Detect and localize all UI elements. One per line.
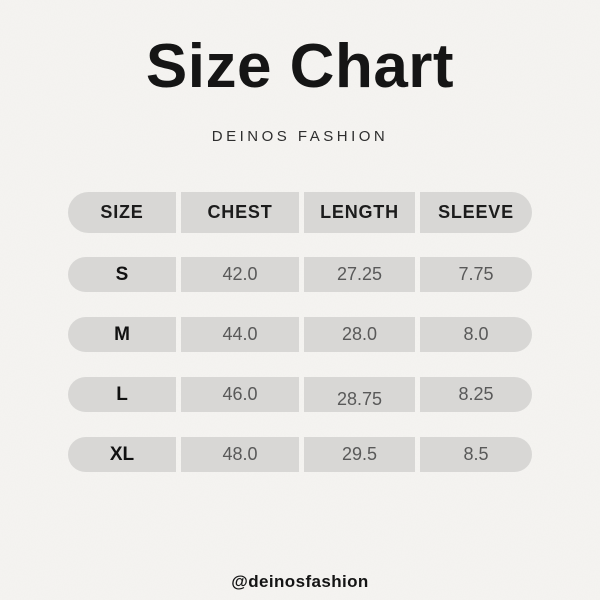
column-header-sleeve: SLEEVE [420, 192, 532, 233]
sleeve-cell: 8.25 [420, 377, 532, 412]
table-row-m: M 44.0 28.0 8.0 [68, 317, 532, 352]
table-row-xl: XL 48.0 29.5 8.5 [68, 437, 532, 472]
length-cell: 28.0 [304, 317, 415, 352]
size-cell: M [68, 317, 176, 352]
sleeve-cell: 7.75 [420, 257, 532, 292]
size-table: SIZE CHEST LENGTH SLEEVE S 42.0 27.25 7.… [68, 192, 532, 472]
chest-cell: 46.0 [181, 377, 299, 412]
column-header-size: SIZE [68, 192, 176, 233]
size-cell: L [68, 377, 176, 412]
length-cell: 28.75 [304, 377, 415, 412]
page-title: Size Chart [145, 32, 455, 101]
column-header-length: LENGTH [304, 192, 415, 233]
chest-cell: 44.0 [181, 317, 299, 352]
column-header-chest: CHEST [181, 192, 299, 233]
sleeve-cell: 8.0 [420, 317, 532, 352]
sleeve-cell: 8.5 [420, 437, 532, 472]
length-cell: 27.25 [304, 257, 415, 292]
length-cell: 29.5 [304, 437, 415, 472]
table-row-l: L 46.0 28.75 8.25 [68, 377, 532, 412]
table-header-row: SIZE CHEST LENGTH SLEEVE [68, 192, 532, 233]
chest-cell: 48.0 [181, 437, 299, 472]
table-row-s: S 42.0 27.25 7.75 [68, 257, 532, 292]
chest-cell: 42.0 [181, 257, 299, 292]
footer-handle: @deinosfashion [231, 572, 369, 591]
size-cell: S [68, 257, 176, 292]
length-value: 28.75 [336, 389, 383, 409]
size-cell: XL [68, 437, 176, 472]
brand-subtitle: DEINOS FASHION [211, 128, 389, 145]
